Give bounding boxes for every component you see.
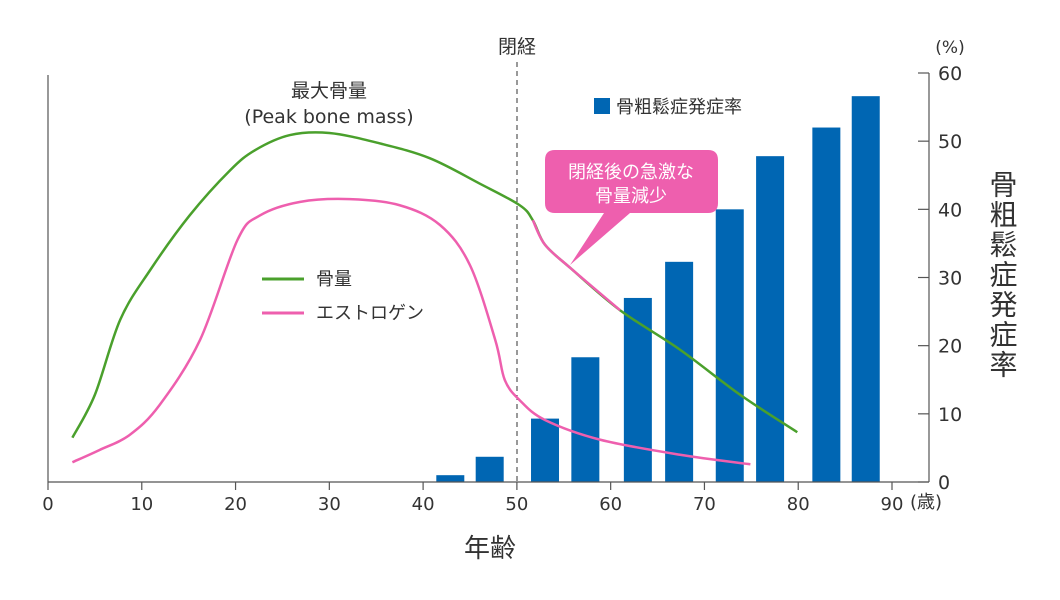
legend-label-estrogen: エストロゲン	[316, 303, 424, 324]
x-tick-label: 40	[412, 494, 435, 515]
x-tick-label: 50	[505, 494, 528, 515]
bar	[715, 209, 744, 483]
y-tick-label: 0	[938, 472, 950, 494]
x-axis-label: 年齢	[464, 534, 516, 564]
x-tick-label: 90	[881, 494, 904, 515]
bar	[436, 475, 465, 482]
bar	[756, 156, 785, 482]
x-tick-label: 60	[599, 494, 622, 515]
lines	[71, 131, 798, 466]
callout: 閉経後の急激な 骨量減少	[545, 150, 718, 265]
bar	[623, 297, 652, 482]
bar	[475, 456, 504, 482]
bars	[436, 96, 880, 483]
bar-legend: 骨粗鬆症発症率	[594, 96, 742, 118]
y-axis-unit: (%)	[935, 38, 964, 58]
y-tick-label: 60	[938, 63, 962, 85]
callout-line2: 骨量減少	[595, 186, 667, 207]
x-tick-label: 80	[787, 494, 810, 515]
y-axis-label: 骨粗鬆症発症率	[986, 170, 1019, 380]
bar-legend-label: 骨粗鬆症発症率	[616, 96, 742, 118]
bar	[665, 261, 694, 482]
bar	[571, 357, 600, 482]
y-tick-label: 50	[938, 131, 962, 153]
y-tick-label: 30	[938, 268, 962, 290]
peak-title: 最大骨量	[291, 80, 367, 102]
line-legend: 骨量 エストロゲン	[262, 269, 424, 324]
menopause-label: 閉経	[498, 36, 536, 58]
x-tick-label: 20	[224, 494, 247, 515]
highlight-segment	[531, 219, 621, 312]
bar	[851, 96, 880, 482]
series-line-0	[71, 131, 798, 439]
legend-label-bone: 骨量	[316, 269, 352, 290]
y-tick-label: 40	[938, 199, 962, 221]
x-tick-label: 30	[318, 494, 341, 515]
y-tick-label: 10	[938, 404, 962, 426]
series-line-1	[71, 197, 751, 466]
bar	[531, 418, 560, 482]
peak-subtitle: (Peak bone mass)	[244, 106, 413, 128]
x-tick-label: 10	[130, 494, 153, 515]
axes: 0 10 20 30 40 50 60 70 80 90 0 10 20 30 40 50 60	[42, 63, 962, 515]
x-axis-unit: (歳)	[910, 492, 942, 513]
y-tick-label: 20	[938, 336, 962, 358]
bar	[812, 127, 841, 483]
bar-legend-swatch	[594, 98, 610, 114]
x-tick-label: 0	[42, 494, 53, 515]
callout-line1: 閉経後の急激な	[568, 162, 694, 183]
x-tick-label: 70	[693, 494, 716, 515]
